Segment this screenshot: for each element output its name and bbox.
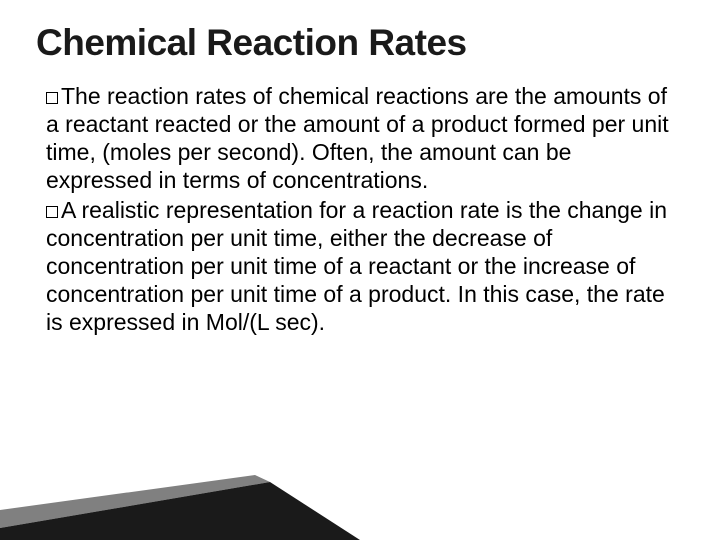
slide-body: The reaction rates of chemical reactions…	[36, 82, 684, 336]
paragraph-1: The reaction rates of chemical reactions…	[46, 82, 674, 194]
bullet-icon	[46, 92, 58, 104]
paragraph-2: A realistic representation for a reactio…	[46, 196, 674, 336]
para1-lead: The	[61, 83, 101, 109]
bullet-icon	[46, 206, 58, 218]
para2-rest: realistic representation for a reaction …	[46, 197, 667, 335]
decor-dark-shape	[0, 482, 360, 540]
corner-decoration	[0, 450, 360, 540]
slide-title: Chemical Reaction Rates	[36, 22, 684, 64]
para2-lead: A	[61, 197, 75, 223]
para1-rest: reaction rates of chemical reactions are…	[46, 83, 669, 193]
slide: Chemical Reaction Rates The reaction rat…	[0, 0, 720, 540]
decor-grey-shape	[0, 475, 270, 528]
